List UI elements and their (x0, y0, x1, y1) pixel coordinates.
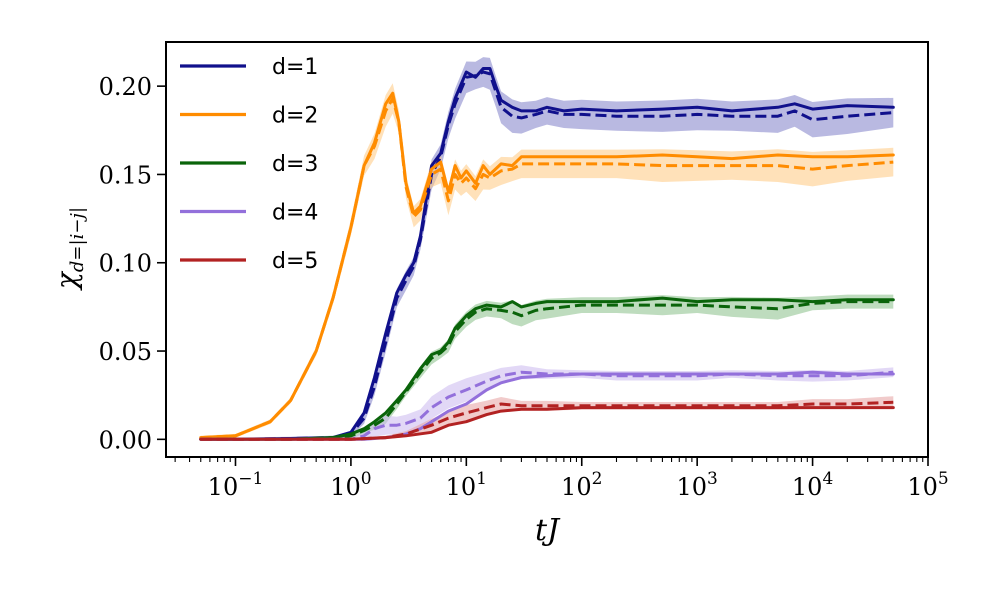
x-tick-label: 105 (907, 469, 948, 501)
y-axis-ticks: 0.00 0.05 0.10 0.15 0.20 (99, 73, 166, 454)
series-lines (199, 67, 895, 441)
x-tick-label-exponent: 0 (361, 469, 372, 489)
x-tick-label: 101 (446, 469, 487, 501)
series-line-solid-d-3 (199, 296, 895, 441)
y-tick-label: 0.15 (99, 161, 152, 189)
x-tick-label-base: 10 (446, 473, 477, 501)
x-tick-label: 104 (792, 469, 833, 501)
x-tick-label-exponent: 3 (707, 469, 718, 489)
x-tick-label: 103 (676, 469, 717, 501)
y-tick-label: 0.05 (99, 338, 152, 366)
x-tick-label-exponent: 5 (938, 469, 949, 489)
legend-label-d-5: d=5 (272, 249, 318, 274)
series-line-dashed-d-2 (200, 97, 894, 440)
x-tick-label: 10−1 (208, 469, 264, 501)
x-tick-label-base: 10 (330, 473, 361, 501)
svg-text:χd=|i−j|: χd=|i−j| (50, 207, 88, 291)
x-tick-label-exponent: −1 (238, 469, 263, 489)
y-axis-label-subscript: d=|i−j| (67, 207, 88, 272)
x-tick-label-base: 10 (676, 473, 707, 501)
legend-label-d-4: d=4 (272, 201, 318, 226)
x-tick-label-exponent: 1 (476, 469, 487, 489)
x-axis-label: tJ (535, 513, 561, 548)
series-line-solid-d-2 (199, 91, 895, 440)
x-tick-label-base: 10 (208, 473, 239, 501)
x-axis-ticks: 10−1 100 101 102 103 104 105 (174, 457, 949, 501)
y-tick-label: 0.10 (99, 250, 152, 278)
series-line-dashed-d-5 (200, 400, 894, 441)
series-line-dashed-d-3 (200, 300, 894, 441)
y-tick-label: 0.20 (99, 73, 152, 101)
band-d-2 (200, 83, 894, 440)
legend-label-d-1: d=1 (272, 55, 318, 80)
x-tick-label-base: 10 (907, 473, 938, 501)
legend-label-d-2: d=2 (272, 104, 318, 129)
x-tick-label-exponent: 2 (592, 469, 603, 489)
series-line-dashed-d-1 (200, 70, 894, 441)
y-tick-label: 0.00 (99, 426, 152, 454)
x-tick-label: 102 (561, 469, 602, 501)
y-axis-label: χd=|i−j| (50, 207, 88, 291)
legend-label-d-3: d=3 (272, 152, 318, 177)
band-d-3 (200, 294, 894, 440)
series-line-solid-d-1 (199, 67, 895, 441)
x-tick-label-base: 10 (561, 473, 592, 501)
x-tick-label: 100 (330, 469, 371, 501)
legend: d=1 d=2 d=3 d=4 d=5 (180, 55, 318, 274)
y-axis-label-main: χ (50, 270, 83, 291)
x-tick-label-base: 10 (792, 473, 823, 501)
x-tick-label-exponent: 4 (822, 469, 833, 489)
